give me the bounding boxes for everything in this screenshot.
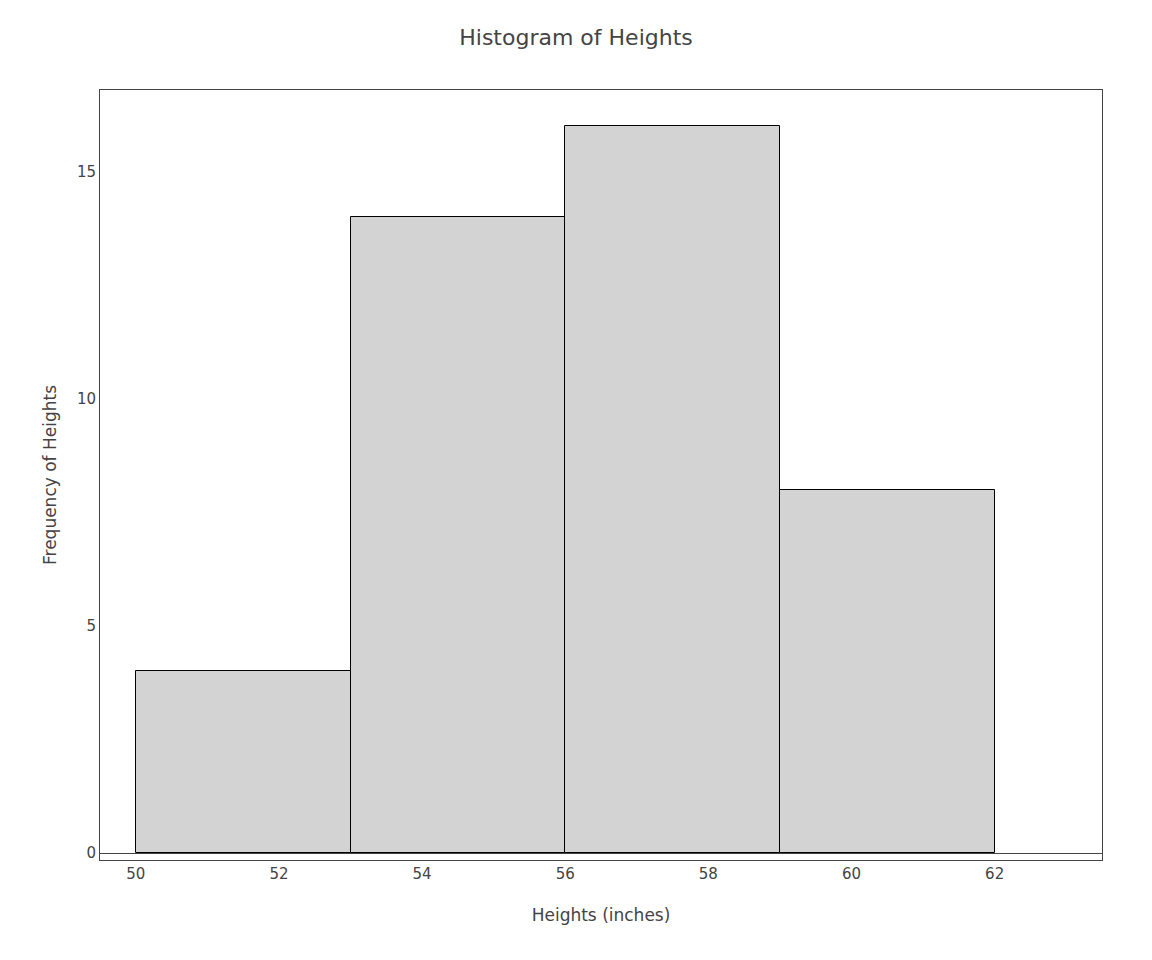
svg-text:62: 62 (985, 865, 1004, 883)
svg-text:58: 58 (699, 865, 718, 883)
svg-text:52: 52 (269, 865, 288, 883)
svg-text:5: 5 (86, 617, 96, 635)
svg-text:10: 10 (77, 390, 96, 408)
svg-text:50: 50 (126, 865, 145, 883)
svg-text:60: 60 (842, 865, 861, 883)
svg-text:54: 54 (413, 865, 432, 883)
svg-text:15: 15 (77, 163, 96, 181)
svg-text:0: 0 (86, 844, 96, 862)
svg-text:Frequency of Heights: Frequency of Heights (40, 385, 60, 565)
svg-text:Heights (inches): Heights (inches) (532, 905, 671, 925)
svg-text:Histogram of Heights: Histogram of Heights (459, 25, 693, 50)
svg-text:56: 56 (556, 865, 575, 883)
